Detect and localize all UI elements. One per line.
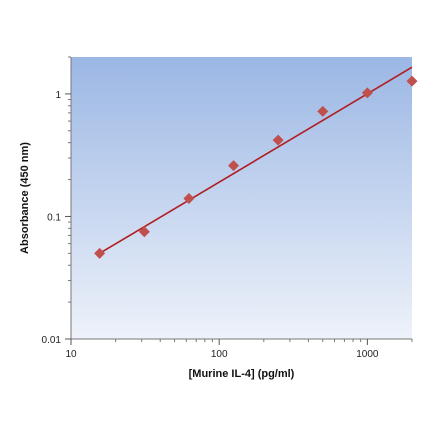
data-point <box>317 105 329 117</box>
data-point <box>361 87 373 99</box>
y-tick-label: 1 <box>55 90 61 101</box>
x-tick-label: 100 <box>211 349 228 360</box>
axes: 10 100 1000 0.01 0.1 1 <box>42 56 413 360</box>
data-point <box>183 193 195 205</box>
x-tick-label: 1000 <box>356 349 379 360</box>
fit-line <box>99 66 413 255</box>
data-point <box>272 134 284 146</box>
fit-line-layer <box>99 66 413 255</box>
data-point <box>228 160 240 172</box>
data-point <box>94 247 106 259</box>
plot-area <box>71 57 412 339</box>
y-tick-label: 0.1 <box>47 212 61 223</box>
data-point <box>406 75 418 87</box>
marker-layer <box>94 75 418 259</box>
y-tick-label: 0.01 <box>42 335 62 346</box>
y-axis-title: Absorbance (450 nm) <box>19 142 31 254</box>
data-point <box>138 226 150 238</box>
x-tick-label: 10 <box>65 349 77 360</box>
x-axis-title: [Murine IL-4] (pg/ml) <box>189 368 295 380</box>
